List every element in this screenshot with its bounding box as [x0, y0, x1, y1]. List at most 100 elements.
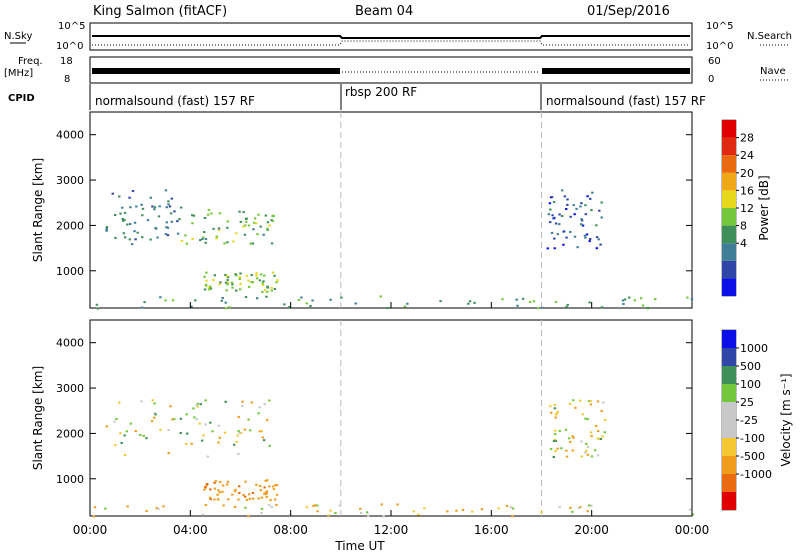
power-colorbar-tick: 8: [740, 220, 747, 233]
echo-cell: [179, 417, 183, 420]
echo-cell: [305, 302, 308, 305]
echo-cell: [133, 230, 136, 233]
echo-cell: [554, 450, 557, 453]
echo-cell: [209, 287, 213, 290]
echo-cell: [569, 215, 572, 218]
echo-cell: [122, 219, 125, 222]
echo-cell: [586, 195, 589, 198]
echo-cell: [123, 453, 127, 456]
echo-cell: [226, 281, 230, 284]
echo-cell: [255, 272, 258, 275]
echo-cell: [141, 207, 145, 210]
echo-cell: [571, 435, 574, 438]
echo-cell: [145, 510, 148, 513]
echo-cell: [159, 428, 162, 431]
echo-cell: [254, 222, 258, 225]
echo-cell: [580, 440, 583, 443]
echo-cell: [236, 434, 239, 437]
echo-cell: [579, 205, 582, 208]
echo-cell: [568, 440, 572, 443]
echo-cell: [203, 216, 207, 219]
echo-cell: [262, 280, 265, 283]
echo-cell: [550, 231, 554, 234]
echo-cell: [162, 505, 165, 508]
echo-cell: [151, 399, 154, 402]
ytick-label: 2000: [56, 427, 84, 440]
echo-cell: [691, 513, 694, 516]
echo-cell: [260, 430, 263, 433]
echo-cell: [586, 510, 589, 513]
echo-cell: [241, 404, 244, 407]
echo-cell: [139, 434, 142, 437]
echo-cell: [156, 236, 159, 239]
echo-cell: [221, 490, 224, 493]
echo-cell: [258, 484, 262, 487]
echo-cell: [204, 399, 207, 402]
echo-region: [92, 503, 694, 518]
nave-tick-bottom: 0: [708, 74, 714, 85]
echo-cell: [208, 496, 212, 499]
echo-cell: [113, 214, 117, 217]
echo-cell: [558, 213, 561, 216]
echo-cell: [599, 243, 602, 246]
echo-cell: [204, 486, 207, 489]
echo-region: [203, 479, 279, 502]
echo-cell: [128, 196, 131, 199]
echo-cell: [268, 444, 271, 447]
echo-cell: [216, 498, 220, 501]
echo-cell: [567, 437, 571, 440]
echo-cell: [224, 281, 228, 284]
echo-cell: [226, 283, 229, 286]
velocity-colorbar: 1000 500 100 25 -25 -100 -500 -1000: [722, 330, 772, 510]
echo-cell: [217, 489, 220, 492]
echo-cell: [480, 508, 484, 511]
echo-cell: [591, 191, 594, 194]
echo-cell: [206, 455, 209, 458]
echo-cell: [202, 236, 205, 239]
echo-cell: [218, 283, 221, 286]
echo-cell: [201, 513, 205, 516]
echo-cell: [235, 274, 238, 277]
echo-cell: [224, 400, 227, 403]
echo-cell: [173, 210, 176, 213]
echo-cell: [461, 508, 465, 511]
echo-cell: [417, 513, 420, 516]
echo-cell: [257, 497, 260, 500]
echo-cell: [244, 506, 247, 509]
echo-cell: [227, 498, 230, 501]
echo-cell: [262, 233, 265, 236]
velocity-colorbar-tick: 25: [740, 396, 754, 409]
echo-cell: [473, 301, 476, 304]
echo-cell: [260, 496, 264, 499]
echo-cell: [563, 195, 567, 198]
freq-label: Freq.: [18, 56, 43, 67]
freq-unit: [MHz]: [4, 68, 33, 79]
echo-cell: [213, 274, 217, 277]
echo-cell: [577, 506, 581, 509]
echo-cell: [600, 410, 603, 413]
ytick-label: 3000: [56, 382, 84, 395]
echo-cell: [569, 230, 572, 233]
cpid-segment-3: normalsound (fast) 157 RF: [546, 94, 706, 108]
echo-cell: [600, 216, 603, 219]
echo-cell: [261, 283, 265, 286]
velocity-swatch: [722, 348, 736, 366]
echo-cell: [573, 213, 576, 216]
echo-cell: [266, 228, 269, 231]
echo-cell: [250, 274, 253, 277]
echo-cell: [214, 480, 217, 483]
echo-cell: [584, 204, 587, 207]
echo-cell: [555, 412, 559, 415]
nsky-panel: N.Sky 10^5 10^0 10^5 10^0 N.Search: [4, 21, 792, 52]
power-colorbar-tick: 16: [740, 184, 754, 197]
echo-cell: [578, 399, 582, 402]
echo-region: [203, 271, 279, 293]
xtick-label: 12:00: [374, 523, 409, 537]
power-swatch: [722, 243, 736, 261]
echo-cell: [153, 412, 157, 415]
echo-cell: [179, 431, 182, 434]
echo-cell: [537, 307, 540, 310]
velocity-colorbar-tick: -100: [740, 432, 765, 445]
echo-cell: [205, 271, 208, 274]
